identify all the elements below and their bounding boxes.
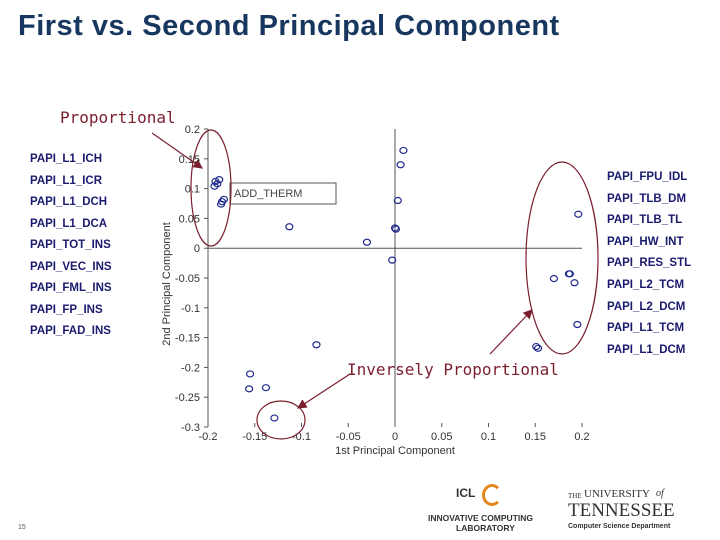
y-tick-label: 0.05 bbox=[179, 213, 200, 225]
left-label-item: PAPI_L1_ICR bbox=[30, 174, 103, 187]
x-tick-label: 0 bbox=[392, 431, 398, 443]
x-tick-label: 0.15 bbox=[525, 431, 546, 443]
ut-logo-the: THE bbox=[568, 492, 582, 500]
y-tick-label: -0.15 bbox=[175, 333, 200, 345]
x-tick-label: -0.1 bbox=[292, 431, 311, 443]
icl-logo-mark: ICL bbox=[456, 486, 476, 500]
y-axis-label: 2nd Principal Component bbox=[161, 222, 173, 346]
legend-box bbox=[229, 182, 337, 205]
y-tick-label: -0.1 bbox=[181, 303, 200, 315]
scatter-points bbox=[210, 146, 583, 422]
right-label-item: PAPI_L1_TCM bbox=[607, 322, 685, 335]
scatter-point bbox=[270, 414, 279, 422]
y-tick-label: -0.25 bbox=[175, 392, 200, 404]
scatter-point bbox=[391, 225, 401, 233]
x-tick-label: 0.05 bbox=[431, 431, 452, 443]
y-tick-label: 0 bbox=[194, 243, 200, 255]
x-tick-label: -0.05 bbox=[336, 431, 361, 443]
scatter-point bbox=[393, 196, 402, 205]
ut-logo-university: UNIVERSITY bbox=[584, 488, 650, 500]
annotation-inversely-proportional: Inversely Proportional bbox=[347, 360, 559, 379]
y-tick-label: -0.05 bbox=[175, 273, 200, 285]
scatter-point bbox=[532, 342, 541, 351]
y-tick-label: -0.3 bbox=[181, 422, 200, 434]
right-label-item: PAPI_TLB_DM bbox=[607, 192, 687, 205]
scatter-point bbox=[549, 274, 559, 283]
slide-title: First vs. Second Principal Component bbox=[18, 10, 560, 42]
right-label-item: PAPI_HW_INT bbox=[607, 235, 684, 248]
scatter-point bbox=[533, 344, 543, 352]
right-label-item: PAPI_L1_DCM bbox=[607, 343, 686, 356]
scatter-point bbox=[210, 182, 219, 190]
scatter-point bbox=[388, 256, 397, 264]
pca-scatter-chart: 0.2 0.15 0.1 0.05 0 -0.05 -0.1 -0.15 -0.2 -0.25 -0… bbox=[60, 108, 599, 457]
left-label-item: PAPI_FAD_INS bbox=[30, 325, 111, 337]
right-label-item: PAPI_TLB_TL bbox=[607, 214, 683, 227]
y-tick-label: 0.1 bbox=[185, 184, 200, 196]
scatter-point bbox=[573, 320, 582, 329]
x-tick-label: -0.15 bbox=[242, 431, 267, 443]
scatter-point bbox=[362, 238, 372, 246]
scatter-point bbox=[285, 223, 294, 231]
scatter-point bbox=[245, 385, 254, 393]
icl-swoosh-icon bbox=[482, 484, 502, 506]
ut-logo-tennessee: TENNESSEE bbox=[568, 500, 675, 521]
icl-logo: ICL INNOVATIVE COMPUTING LABORATORY bbox=[428, 484, 546, 534]
page-number: 15 bbox=[18, 524, 26, 531]
x-axis-label: 1st Principal Component bbox=[335, 445, 455, 457]
left-label-item: PAPI_FP_INS bbox=[30, 303, 103, 316]
right-label-item: PAPI_L2_TCM bbox=[607, 279, 685, 291]
scatter-point bbox=[312, 341, 321, 349]
ut-logo-of: of bbox=[656, 488, 664, 499]
y-tick-label: -0.2 bbox=[181, 362, 200, 374]
ut-logo: THE UNIVERSITY of TENNESSEE Computer Sci… bbox=[568, 488, 675, 534]
scatter-point bbox=[574, 210, 583, 218]
scatter-point bbox=[396, 161, 405, 169]
arrow-inverse-bottom bbox=[296, 373, 351, 409]
left-label-item: PAPI_L1_DCH bbox=[30, 196, 108, 208]
scatter-point bbox=[215, 176, 224, 184]
left-label-item: PAPI_FML_INS bbox=[30, 282, 112, 294]
chart-axes: 0.2 0.15 0.1 0.05 0 -0.05 -0.1 -0.15 -0.2 -0.25 -0… bbox=[161, 124, 590, 457]
scatter-point bbox=[261, 384, 271, 392]
x-tick-label: 0.2 bbox=[574, 431, 589, 443]
legend-text: ADD_THERM bbox=[234, 188, 302, 200]
arrow-proportional bbox=[151, 132, 203, 169]
left-label-item: PAPI_VEC_INS bbox=[30, 260, 112, 273]
annotation-proportional: Proportional bbox=[60, 108, 176, 127]
y-tick-label: 0.2 bbox=[185, 124, 200, 136]
x-tick-label: -0.2 bbox=[199, 431, 218, 443]
scatter-point bbox=[390, 224, 400, 232]
cluster-oval-top-left bbox=[190, 129, 232, 247]
left-label-item: PAPI_L1_DCA bbox=[30, 217, 108, 230]
cluster-oval-bottom bbox=[256, 400, 306, 440]
right-label-item: PAPI_RES_STL bbox=[607, 257, 692, 270]
scatter-point bbox=[570, 279, 579, 287]
scatter-point bbox=[245, 370, 255, 378]
left-label-item: PAPI_TOT_INS bbox=[30, 239, 111, 251]
icl-logo-line1: INNOVATIVE COMPUTING bbox=[428, 513, 533, 523]
right-label-item: PAPI_FPU_IDL bbox=[607, 171, 688, 183]
arrow-inverse-right bbox=[489, 309, 533, 355]
x-tick-label: 0.1 bbox=[481, 431, 496, 443]
scatter-point bbox=[565, 270, 574, 278]
left-label-item: PAPI_L1_ICH bbox=[30, 153, 103, 165]
scatter-point bbox=[216, 200, 226, 208]
cluster-oval-right bbox=[525, 161, 599, 355]
right-label-item: PAPI_L2_DCM bbox=[607, 300, 686, 313]
scatter-point bbox=[399, 146, 408, 155]
icl-logo-line2: LABORATORY bbox=[456, 523, 515, 533]
ut-logo-dept: Computer Science Department bbox=[568, 523, 671, 530]
